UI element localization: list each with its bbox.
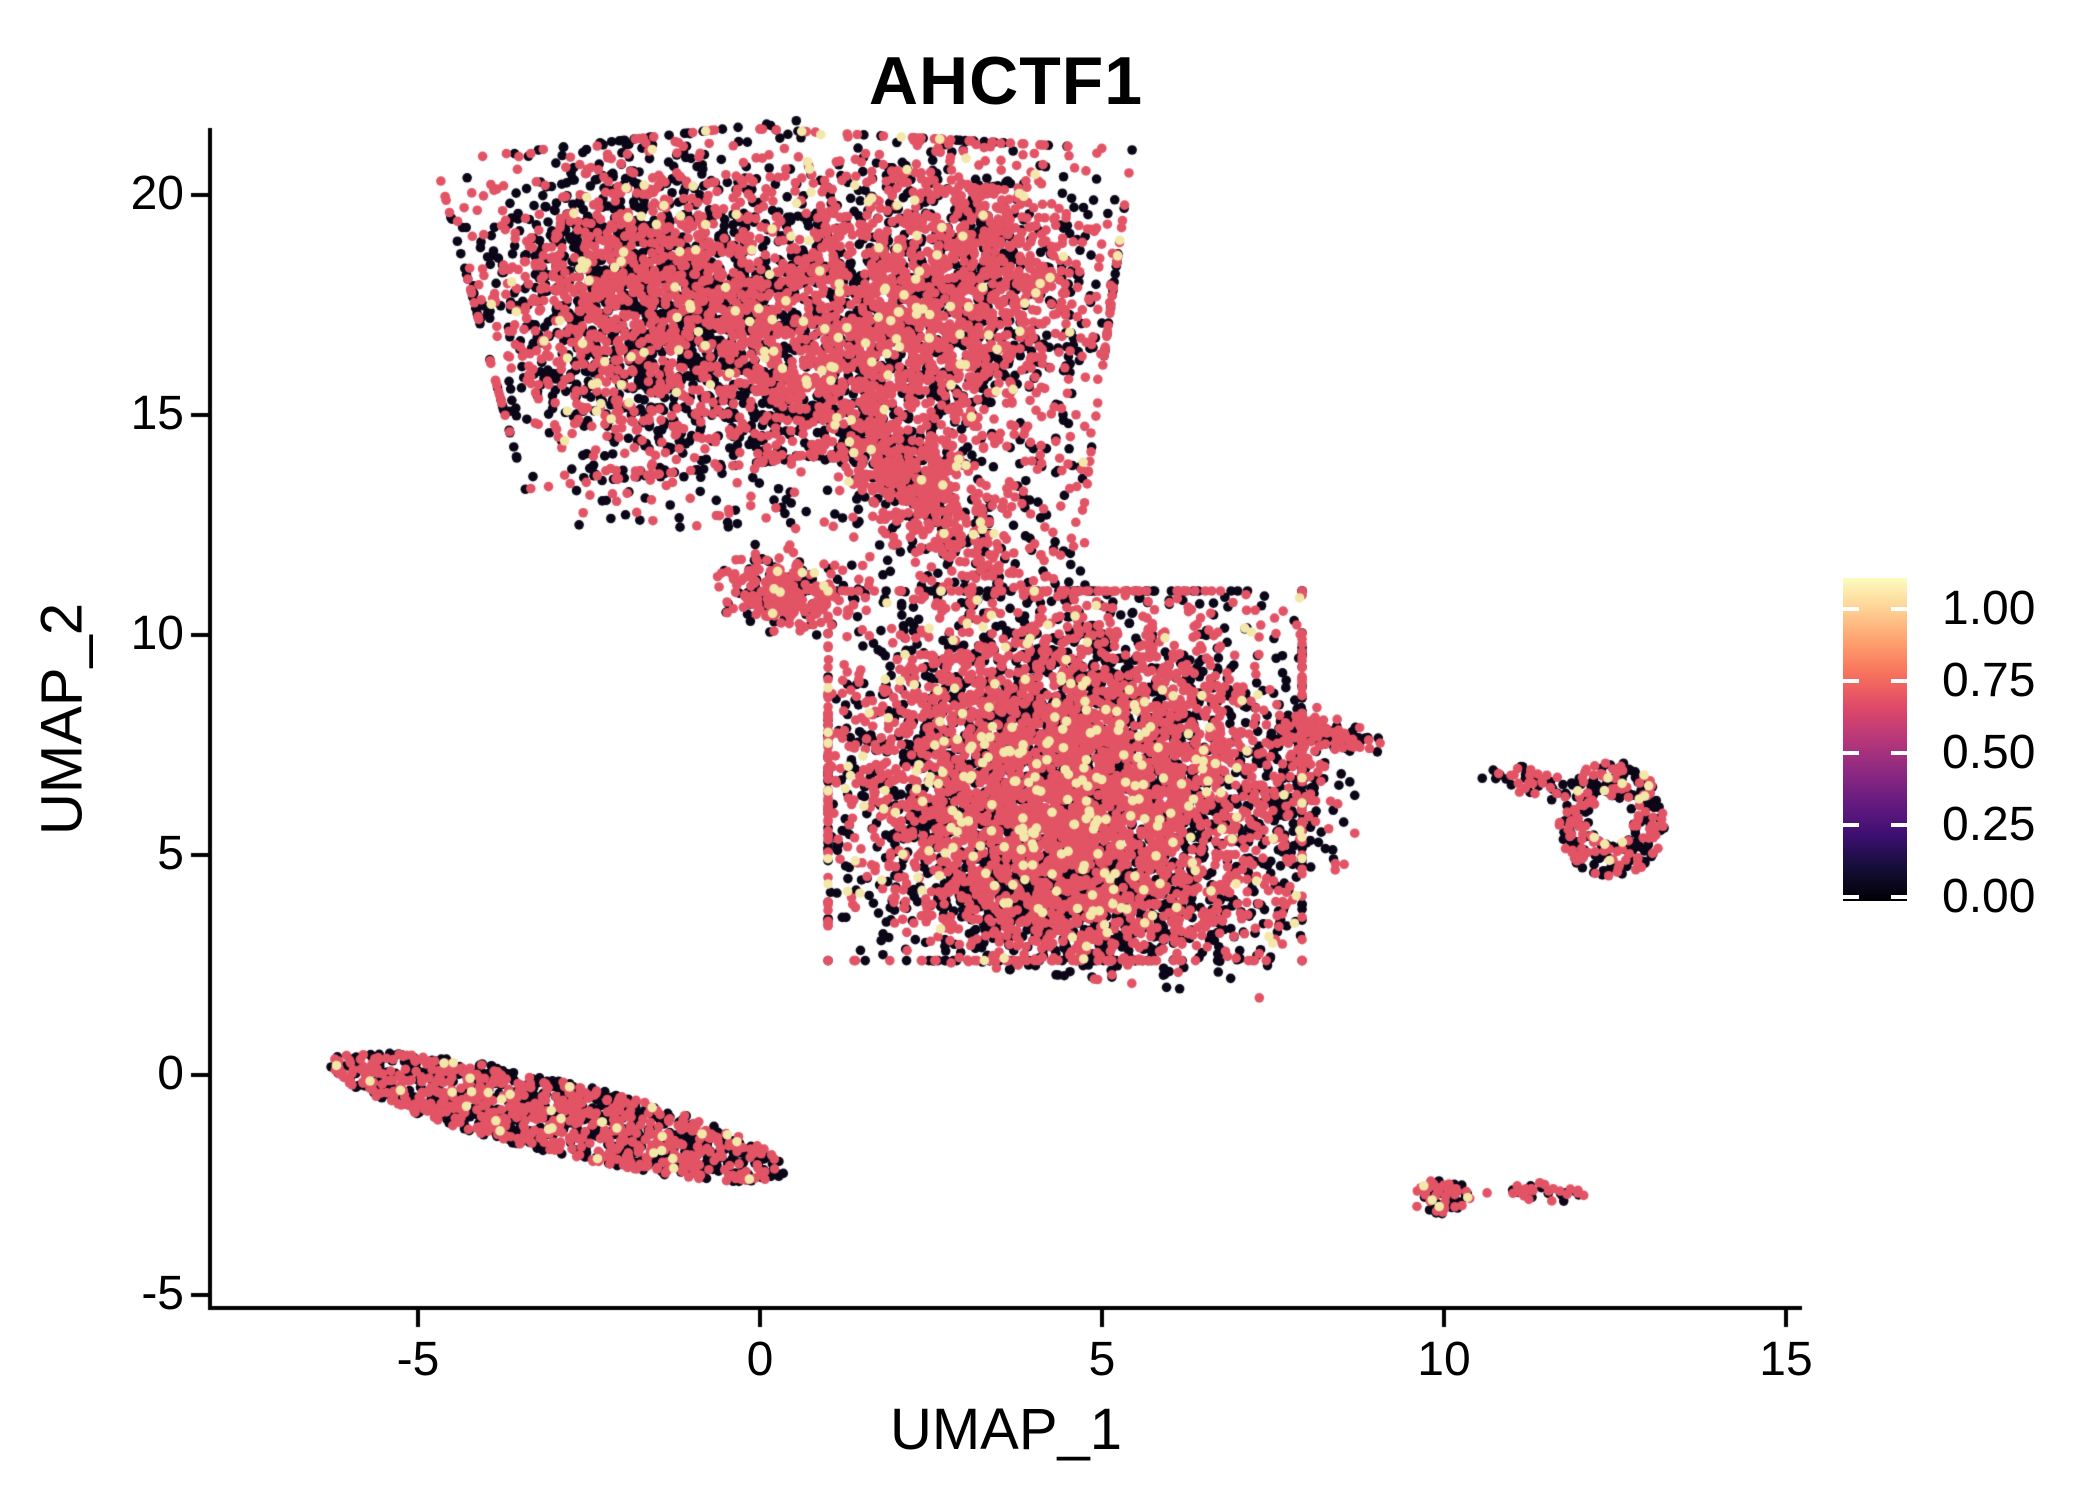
- y-tick-label: 10: [130, 607, 184, 661]
- colorbar: [1843, 578, 1907, 901]
- colorbar-tick-label: 0.75: [1942, 654, 2036, 707]
- colorbar-tick-label: 1.00: [1942, 582, 2036, 635]
- colorbar-tick: [1891, 895, 1907, 899]
- colorbar-tick: [1843, 823, 1859, 827]
- colorbar-tick: [1843, 751, 1859, 755]
- x-tick-label: 5: [1088, 1333, 1116, 1386]
- x-axis-title: UMAP_1: [889, 1397, 1123, 1462]
- plot-title: AHCTF1: [868, 43, 1144, 119]
- y-tick-label: 15: [130, 387, 184, 441]
- colorbar-tick: [1891, 751, 1907, 755]
- colorbar-gradient: [1843, 578, 1907, 901]
- y-tick-label: 5: [157, 827, 184, 881]
- colorbar-tick-label: 0.50: [1942, 726, 2036, 779]
- x-tick-label: 0: [746, 1333, 774, 1386]
- colorbar-tick: [1843, 895, 1859, 899]
- colorbar-tick: [1843, 607, 1859, 611]
- colorbar-tick: [1843, 679, 1859, 683]
- y-axis-title: UMAP_2: [29, 602, 95, 836]
- y-tick-label: 20: [130, 167, 184, 221]
- colorbar-tick: [1891, 679, 1907, 683]
- colorbar-tick-label: 0.25: [1942, 798, 2036, 851]
- y-tick-label: 0: [157, 1047, 184, 1101]
- x-tick-label: 10: [1417, 1333, 1471, 1386]
- x-tick-label: 15: [1759, 1333, 1813, 1386]
- colorbar-tick-label: 0.00: [1942, 870, 2036, 923]
- colorbar-tick: [1891, 823, 1907, 827]
- colorbar-tick: [1891, 607, 1907, 611]
- x-tick-label: -5: [396, 1333, 440, 1386]
- y-tick-label: -5: [141, 1267, 184, 1321]
